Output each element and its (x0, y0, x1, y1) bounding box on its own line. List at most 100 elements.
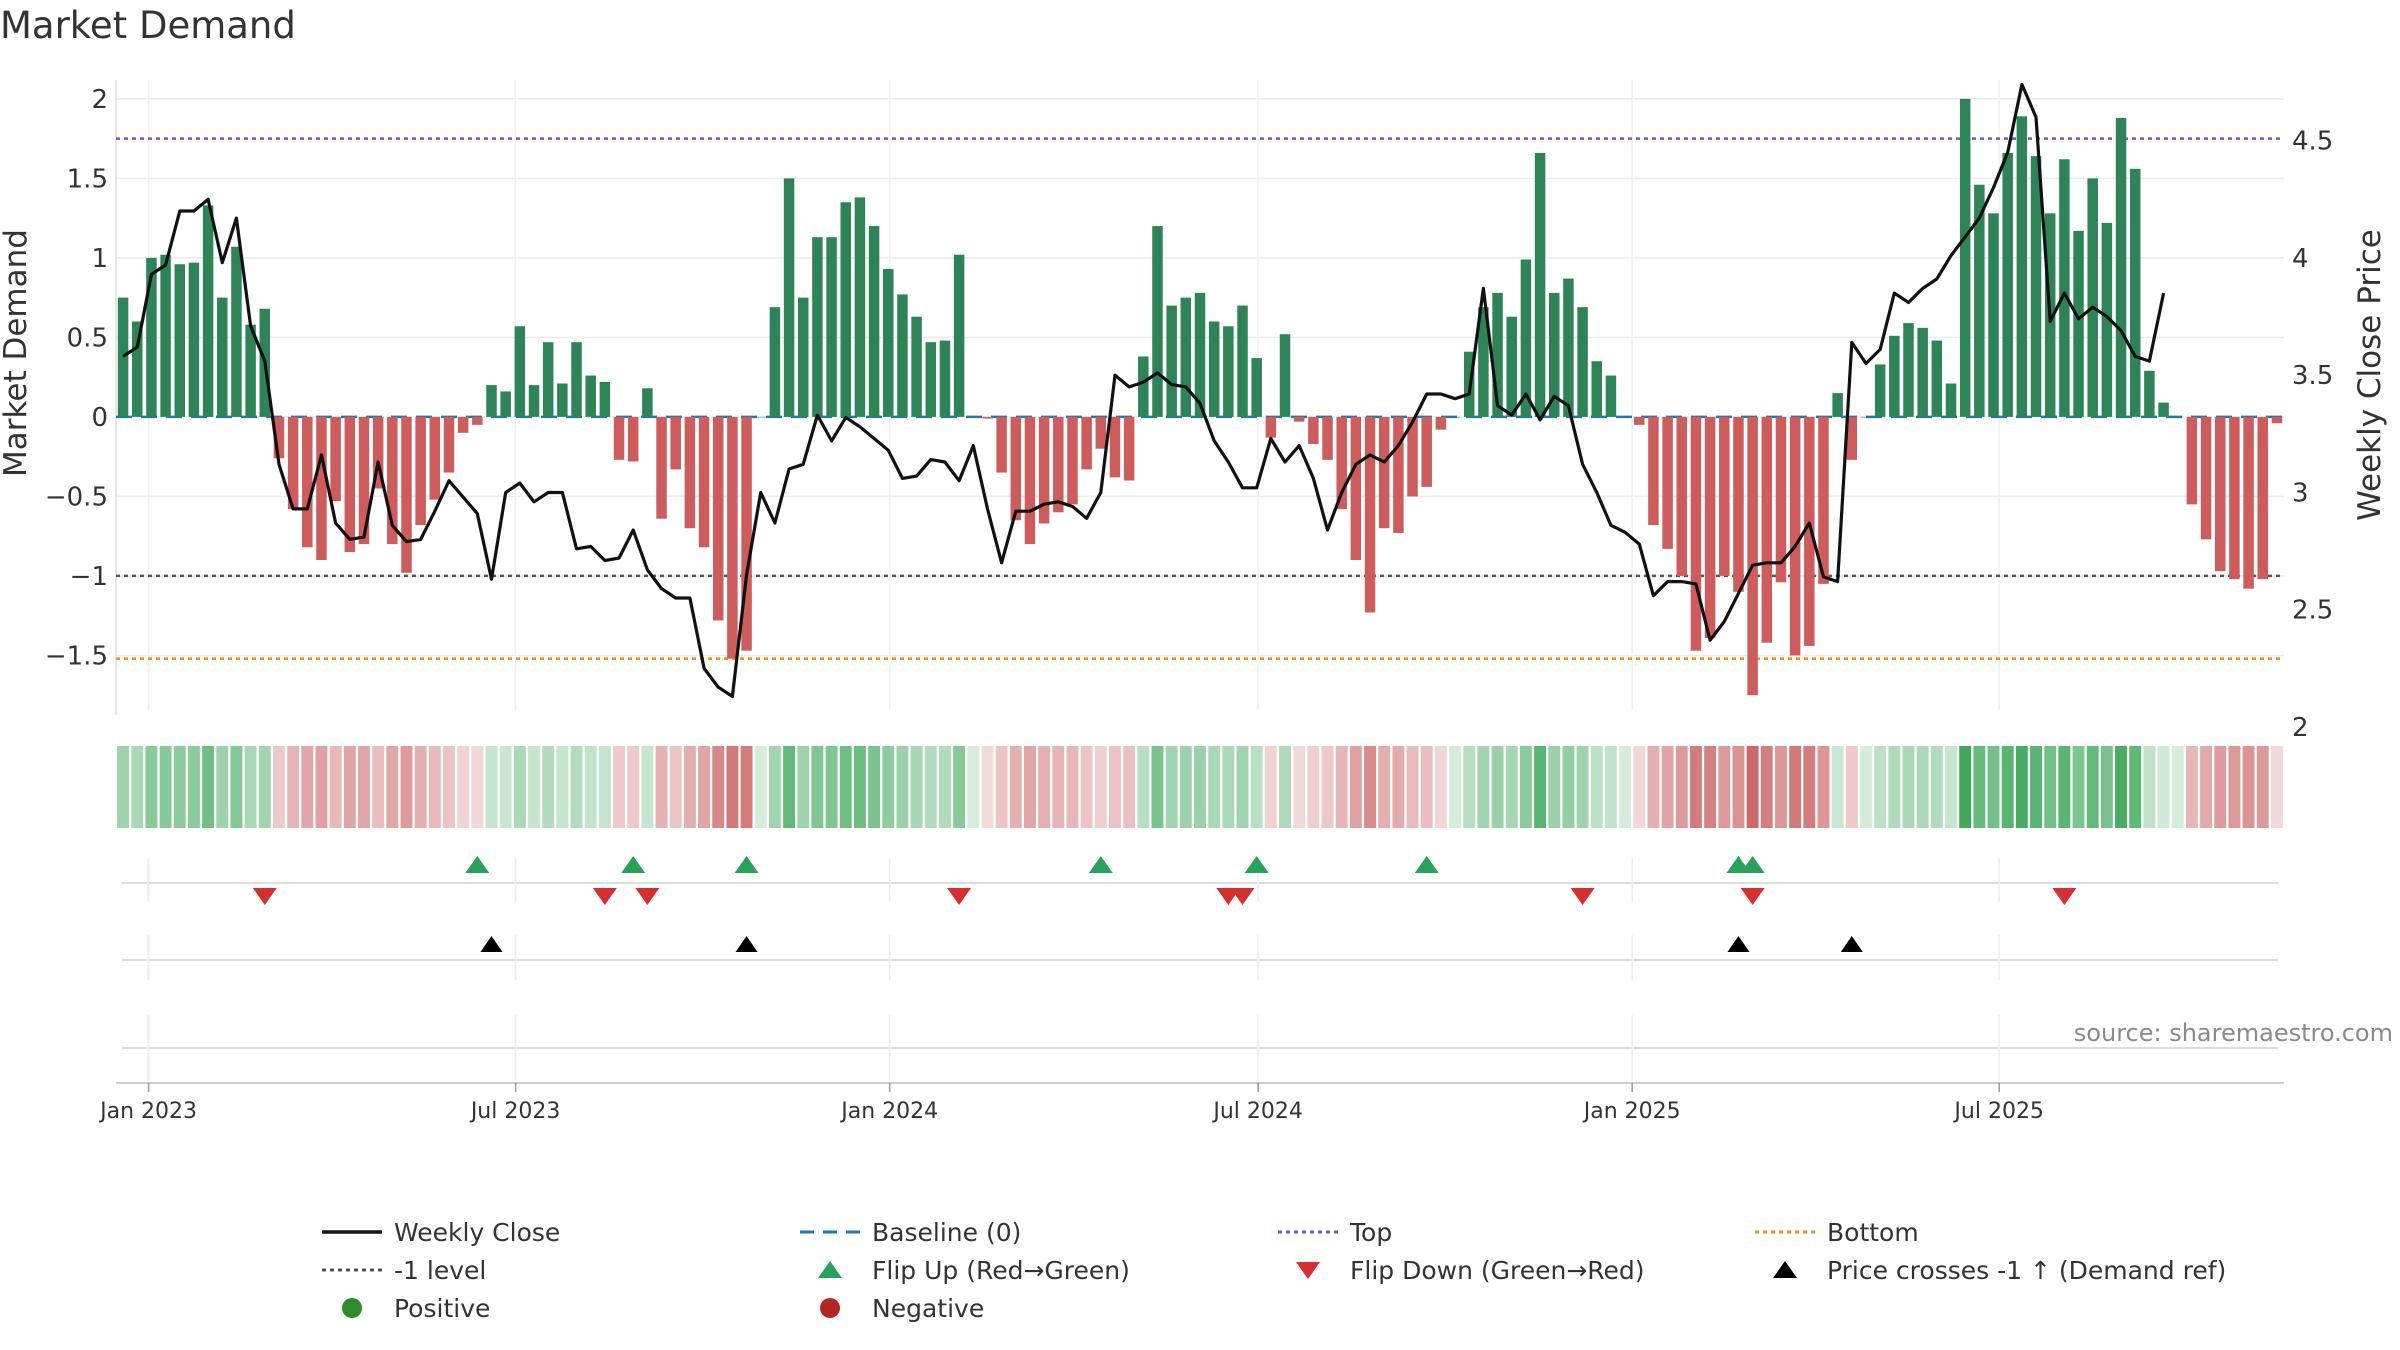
demand-bar (1903, 323, 1914, 417)
heat-cell (1094, 746, 1107, 828)
flip-up-marker (1088, 856, 1113, 873)
demand-bar (1378, 416, 1390, 529)
demand-bar (486, 385, 497, 417)
demand-bar (1251, 358, 1262, 417)
heat-cell (1689, 746, 1702, 828)
y2-tick-label: 2 (2292, 713, 2309, 743)
demand-bar (302, 416, 313, 548)
flip-up-marker (1414, 856, 1439, 873)
heat-cell (1165, 746, 1178, 828)
heat-cell (726, 746, 739, 828)
legend-swatch (818, 1261, 842, 1278)
demand-bar (429, 416, 441, 500)
demand-bar (1350, 416, 1362, 561)
demand-bar (2059, 159, 2070, 417)
heat-cell (2072, 746, 2085, 828)
heat-cell (1208, 746, 1221, 828)
heat-cell (2270, 746, 2283, 828)
heat-cell (1519, 746, 1532, 828)
legend-label: Positive (394, 1294, 490, 1323)
heat-cell (924, 746, 937, 828)
heat-cell (712, 746, 725, 828)
heat-cell (400, 746, 413, 828)
demand-bar (968, 416, 979, 418)
demand-bar (1605, 375, 1617, 417)
demand-bar (1364, 416, 1376, 613)
legend-item: -1 level (322, 1256, 486, 1285)
demand-bar (2016, 116, 2028, 417)
heat-cell (570, 746, 583, 828)
demand-bar (2271, 416, 2283, 424)
demand-bar (783, 178, 795, 417)
demand-bar (358, 416, 370, 545)
heat-cell (981, 746, 994, 828)
demand-bar (2257, 416, 2268, 580)
y2-tick-label: 4 (2292, 244, 2309, 274)
y2-tick-label: 3.5 (2292, 361, 2333, 391)
heat-cell (868, 746, 881, 828)
heat-cell (938, 746, 951, 828)
demand-bar (854, 197, 866, 417)
demand-bar (2101, 222, 2113, 417)
y2-tick-label: 3 (2292, 478, 2309, 508)
demand-bar (727, 416, 738, 659)
legend-item: Flip Up (Red→Green) (818, 1256, 1130, 1285)
flip-up-marker (1740, 856, 1765, 873)
demand-bar (1038, 416, 1050, 524)
demand-bar (202, 205, 214, 417)
heat-cell (1888, 746, 1901, 828)
demand-bar (1449, 416, 1461, 418)
demand-bar (132, 321, 143, 417)
legend-label: Price crosses -1 ↑ (Demand ref) (1827, 1256, 2226, 1285)
heat-cell (1590, 746, 1603, 828)
heat-cell (953, 746, 966, 828)
heat-cell (2200, 746, 2213, 828)
heat-cell (202, 746, 215, 828)
demand-bar (1180, 297, 1192, 417)
legend-label: Baseline (0) (872, 1218, 1021, 1247)
flip-up-marker (1244, 856, 1269, 873)
heat-cell (1109, 746, 1121, 828)
x-tick-label: Jul 2025 (1952, 1099, 2044, 1124)
heat-cell (882, 746, 895, 828)
x-tick-label: Jan 2023 (98, 1099, 197, 1124)
y2-axis-ticks: 4.5 4 3.5 3 2.5 2 (2292, 127, 2333, 743)
demand-bar (925, 342, 937, 417)
heat-cell (2001, 746, 2014, 828)
demand-bar (1832, 393, 1843, 417)
demand-bar (1293, 416, 1305, 422)
heat-cell (117, 746, 130, 828)
demand-bar (330, 416, 341, 502)
heat-cell (839, 746, 852, 828)
demand-bar (953, 254, 965, 417)
demand-bar (755, 416, 766, 418)
demand-bar (585, 375, 596, 417)
heat-cell (1293, 746, 1306, 828)
demand-bar (2172, 416, 2183, 418)
legend-item: Negative (820, 1294, 984, 1323)
flip-up-marker (734, 856, 759, 873)
demand-bar (1818, 416, 1829, 584)
demand-bar (1804, 416, 1815, 646)
source-label: source: sharemaestro.com (2074, 1019, 2393, 1047)
demand-bar (1166, 305, 1177, 417)
demand-bar (1577, 307, 1588, 417)
heat-cell (1236, 746, 1249, 828)
heat-cell (1860, 746, 1872, 828)
demand-bar (1506, 316, 1517, 417)
heat-cell (428, 746, 441, 828)
legend-item: Baseline (0) (800, 1218, 1021, 1247)
heat-cell (683, 746, 696, 828)
flip-down-marker (635, 888, 660, 905)
heat-cell (641, 746, 654, 828)
flip-down-marker (1230, 888, 1255, 905)
heat-cell (216, 746, 229, 828)
flip-down-marker (1570, 888, 1595, 905)
demand-bar (571, 342, 582, 417)
heat-cell (1080, 746, 1093, 828)
demand-bar (712, 416, 724, 621)
demand-bar (1789, 416, 1801, 656)
heat-cell (2044, 746, 2057, 828)
heat-cell (1576, 746, 1589, 828)
demand-bar (613, 416, 625, 460)
